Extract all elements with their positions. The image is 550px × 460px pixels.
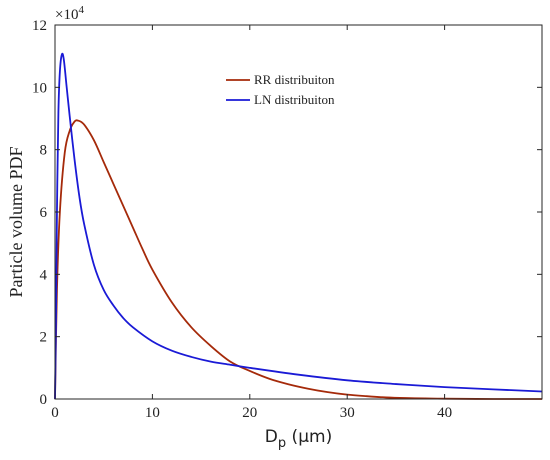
- series-line-rr: [54, 119, 543, 400]
- y-axis-label: Particle volume PDF: [6, 147, 26, 298]
- x-tick-label: 0: [51, 405, 59, 421]
- x-label-main: D: [265, 427, 278, 447]
- ticks-layer: 0 10 20 30 40 0 2 4 6 8 10 12: [32, 18, 542, 421]
- y-tick-label: 6: [40, 205, 48, 221]
- legend-label: RR distribuiton: [254, 72, 335, 87]
- y-tick-label: 8: [40, 143, 48, 159]
- x-tick-label: 20: [242, 405, 257, 421]
- series-line-ln: [54, 52, 543, 400]
- y-exponent-base: ×10: [55, 7, 78, 23]
- legend: RR distribuiton LN distribuiton: [226, 72, 335, 107]
- y-axis-exponent: ×104: [55, 4, 84, 23]
- y-exponent-power: 4: [78, 4, 84, 16]
- y-tick-label: 12: [32, 18, 47, 34]
- series-layer: [54, 52, 543, 400]
- x-label-unit: (μm): [286, 427, 332, 447]
- legend-label: LN distribuiton: [254, 92, 335, 107]
- y-tick-label: 2: [40, 330, 48, 346]
- x-tick-label: 30: [340, 405, 355, 421]
- x-axis-label: Dp (μm): [265, 427, 332, 451]
- y-tick-label: 4: [40, 267, 48, 283]
- x-tick-label: 40: [437, 405, 452, 421]
- y-tick-label: 0: [40, 392, 48, 408]
- y-tick-label: 10: [32, 80, 47, 96]
- x-tick-label: 10: [145, 405, 160, 421]
- x-label-subscript: p: [278, 436, 286, 451]
